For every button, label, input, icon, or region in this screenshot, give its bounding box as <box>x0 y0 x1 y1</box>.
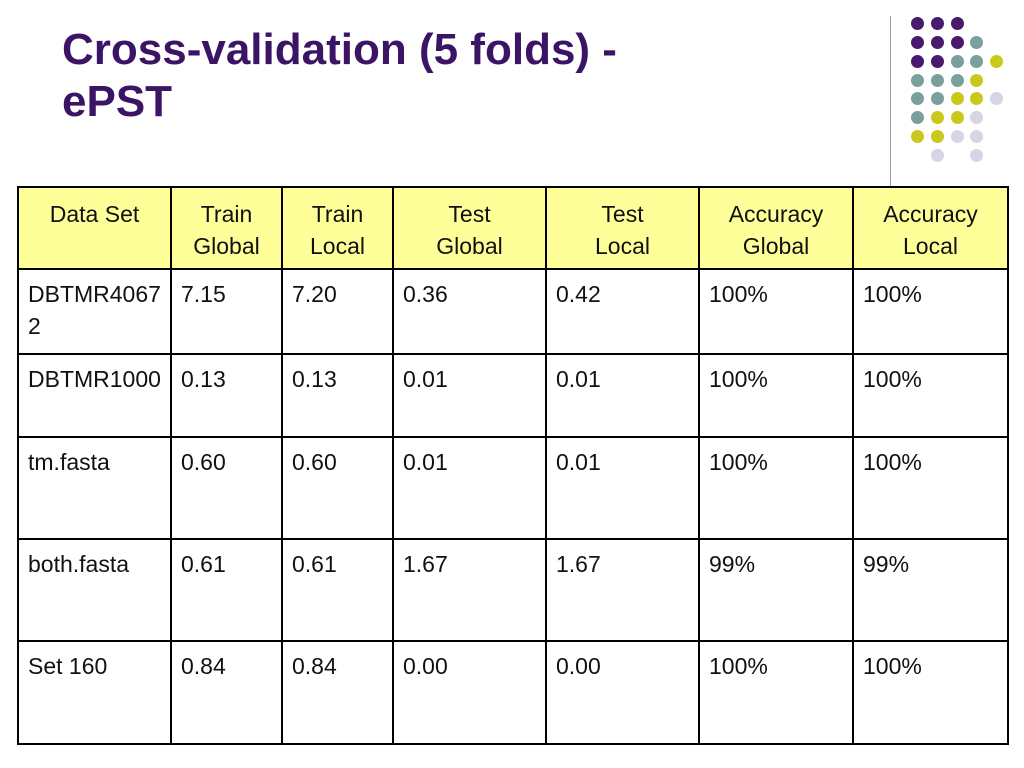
decorative-dot <box>911 111 924 124</box>
decorative-dot <box>990 55 1003 68</box>
slide-title-line-2: ePST <box>62 77 173 126</box>
cell-train-global: 0.61 <box>170 538 283 642</box>
decorative-dot <box>931 130 944 143</box>
slide-title-line-1: Cross-validation (5 folds) - <box>62 25 617 74</box>
cell-data-set: Set 160 <box>17 640 172 745</box>
column-header-data-set: Data Set <box>17 186 172 270</box>
cell-test-global: 0.01 <box>392 353 547 438</box>
cell-accuracy-global: 100% <box>698 353 854 438</box>
decorative-dot <box>911 36 924 49</box>
decorative-dot <box>970 92 983 105</box>
table-row: tm.fasta 0.60 0.60 0.01 0.01 100% 100% <box>17 436 1009 540</box>
cell-data-set: DBTMR40672 <box>17 268 172 355</box>
cell-accuracy-global: 100% <box>698 268 854 355</box>
cell-test-local: 1.67 <box>545 538 700 642</box>
decorative-dot <box>951 17 964 30</box>
cell-train-local: 0.61 <box>281 538 394 642</box>
decorative-dot <box>970 36 983 49</box>
column-header-accuracy-global: Accuracy Global <box>698 186 854 270</box>
cell-test-global: 1.67 <box>392 538 547 642</box>
decorative-dot <box>911 92 924 105</box>
cell-test-global: 0.36 <box>392 268 547 355</box>
cell-test-local: 0.01 <box>545 436 700 540</box>
table-row: DBTMR1000 0.13 0.13 0.01 0.01 100% 100% <box>17 353 1009 438</box>
cell-train-global: 0.84 <box>170 640 283 745</box>
slide-title: Cross-validation (5 folds) - ePST <box>62 24 822 128</box>
cell-accuracy-local: 99% <box>852 538 1009 642</box>
decorative-divider-line <box>890 16 891 186</box>
decorative-dot <box>951 111 964 124</box>
column-header-train-global: Train Global <box>170 186 283 270</box>
cell-accuracy-local: 100% <box>852 436 1009 540</box>
decorative-dot <box>931 111 944 124</box>
cell-test-local: 0.01 <box>545 353 700 438</box>
decorative-dot <box>951 92 964 105</box>
cell-train-local: 0.13 <box>281 353 394 438</box>
column-header-test-global: Test Global <box>392 186 547 270</box>
cell-accuracy-local: 100% <box>852 640 1009 745</box>
column-header-accuracy-local: Accuracy Local <box>852 186 1009 270</box>
cell-test-local: 0.00 <box>545 640 700 745</box>
table-header-row: Data Set Train Global Train Local Test Glob… <box>17 186 1009 270</box>
cell-test-local: 0.42 <box>545 268 700 355</box>
decorative-dot <box>911 130 924 143</box>
decorative-dot <box>970 55 983 68</box>
decorative-dot <box>931 55 944 68</box>
cell-train-global: 7.15 <box>170 268 283 355</box>
decorative-dot <box>951 74 964 87</box>
decorative-dot <box>911 17 924 30</box>
decorative-dot <box>931 74 944 87</box>
cell-train-global: 0.60 <box>170 436 283 540</box>
decorative-dot <box>931 92 944 105</box>
decorative-dot <box>931 17 944 30</box>
decorative-dot <box>931 36 944 49</box>
cell-accuracy-local: 100% <box>852 353 1009 438</box>
results-table: Data Set Train Global Train Local Test Glob… <box>17 186 1009 745</box>
decorative-dot <box>970 149 983 162</box>
cell-accuracy-global: 100% <box>698 436 854 540</box>
decorative-dot <box>970 74 983 87</box>
decorative-dot <box>990 92 1003 105</box>
table-row: DBTMR40672 7.15 7.20 0.36 0.42 100% 100% <box>17 268 1009 355</box>
decorative-dot <box>931 149 944 162</box>
cell-test-global: 0.00 <box>392 640 547 745</box>
table-row: Set 160 0.84 0.84 0.00 0.00 100% 100% <box>17 640 1009 745</box>
decorative-dot <box>951 130 964 143</box>
cell-accuracy-local: 100% <box>852 268 1009 355</box>
decorative-dot <box>911 55 924 68</box>
cell-data-set: both.fasta <box>17 538 172 642</box>
column-header-test-local: Test Local <box>545 186 700 270</box>
table-row: both.fasta 0.61 0.61 1.67 1.67 99% 99% <box>17 538 1009 642</box>
cell-accuracy-global: 100% <box>698 640 854 745</box>
cell-train-global: 0.13 <box>170 353 283 438</box>
cell-train-local: 0.60 <box>281 436 394 540</box>
decorative-dot <box>951 36 964 49</box>
cell-data-set: DBTMR1000 <box>17 353 172 438</box>
cell-data-set: tm.fasta <box>17 436 172 540</box>
decorative-dot <box>951 55 964 68</box>
decorative-dot <box>970 111 983 124</box>
cell-test-global: 0.01 <box>392 436 547 540</box>
cell-accuracy-global: 99% <box>698 538 854 642</box>
column-header-train-local: Train Local <box>281 186 394 270</box>
cell-train-local: 0.84 <box>281 640 394 745</box>
cell-train-local: 7.20 <box>281 268 394 355</box>
decorative-dot <box>911 74 924 87</box>
decorative-dot <box>970 130 983 143</box>
